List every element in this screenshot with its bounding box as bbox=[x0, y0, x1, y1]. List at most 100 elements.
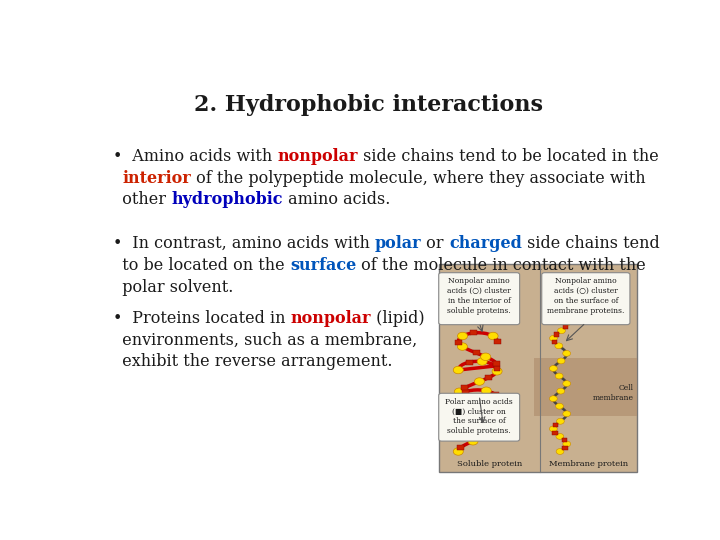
Text: Cell
membrane: Cell membrane bbox=[593, 384, 634, 402]
Circle shape bbox=[562, 320, 570, 326]
Bar bbox=[473, 350, 480, 355]
Circle shape bbox=[457, 332, 467, 340]
Bar bbox=[554, 302, 559, 306]
Text: environments, such as a membrane,: environments, such as a membrane, bbox=[112, 332, 418, 349]
Text: exhibit the reverse arrangement.: exhibit the reverse arrangement. bbox=[112, 353, 393, 370]
Text: (lipid): (lipid) bbox=[371, 310, 425, 327]
Text: Nonpolar amino
acids (○) cluster
in the interior of
soluble proteins.: Nonpolar amino acids (○) cluster in the … bbox=[447, 277, 511, 315]
Bar bbox=[474, 416, 481, 421]
Text: nonpolar: nonpolar bbox=[277, 148, 358, 165]
Bar bbox=[485, 375, 492, 380]
Bar bbox=[494, 424, 500, 430]
Text: •: • bbox=[112, 148, 122, 165]
FancyBboxPatch shape bbox=[541, 273, 630, 325]
Circle shape bbox=[488, 332, 498, 340]
Bar bbox=[493, 361, 500, 366]
Text: of the polypeptide molecule, where they associate with: of the polypeptide molecule, where they … bbox=[192, 170, 646, 187]
Circle shape bbox=[556, 449, 564, 454]
Bar bbox=[494, 339, 500, 344]
Text: •: • bbox=[112, 235, 122, 252]
Circle shape bbox=[481, 387, 491, 395]
Text: Nonpolar amino
acids (○) cluster
on the surface of
membrane proteins.: Nonpolar amino acids (○) cluster on the … bbox=[547, 277, 624, 315]
Text: Amino acids with: Amino acids with bbox=[122, 148, 277, 165]
Bar bbox=[457, 445, 464, 450]
FancyBboxPatch shape bbox=[438, 273, 520, 325]
Text: polar solvent.: polar solvent. bbox=[112, 279, 234, 295]
Circle shape bbox=[549, 305, 557, 311]
Circle shape bbox=[549, 426, 557, 432]
Bar bbox=[552, 340, 557, 344]
Text: side chains tend to be located in the: side chains tend to be located in the bbox=[358, 148, 658, 165]
Circle shape bbox=[555, 373, 563, 379]
Circle shape bbox=[468, 437, 478, 445]
Circle shape bbox=[454, 388, 464, 395]
Bar bbox=[480, 435, 486, 440]
Text: surface: surface bbox=[290, 257, 356, 274]
Bar bbox=[494, 421, 500, 426]
Bar bbox=[457, 400, 464, 405]
Bar bbox=[462, 389, 469, 394]
Bar bbox=[438, 265, 637, 472]
Bar bbox=[562, 438, 567, 442]
Bar bbox=[466, 360, 473, 365]
Circle shape bbox=[556, 403, 564, 409]
Circle shape bbox=[555, 343, 563, 349]
Circle shape bbox=[454, 393, 464, 400]
Circle shape bbox=[557, 358, 565, 364]
Circle shape bbox=[462, 402, 472, 410]
Circle shape bbox=[481, 353, 490, 361]
Circle shape bbox=[457, 343, 467, 350]
Circle shape bbox=[557, 388, 564, 394]
Bar bbox=[554, 333, 559, 336]
Circle shape bbox=[557, 418, 564, 424]
Circle shape bbox=[477, 358, 487, 365]
Text: or: or bbox=[421, 235, 449, 252]
Circle shape bbox=[563, 411, 571, 417]
Circle shape bbox=[490, 427, 500, 435]
Circle shape bbox=[557, 328, 565, 334]
Text: Membrane protein: Membrane protein bbox=[549, 460, 628, 468]
Bar bbox=[561, 318, 567, 321]
Bar bbox=[492, 393, 499, 397]
Bar bbox=[462, 386, 468, 390]
Circle shape bbox=[556, 434, 564, 440]
Bar bbox=[480, 410, 486, 415]
Text: to be located on the: to be located on the bbox=[112, 257, 290, 274]
Bar bbox=[552, 430, 558, 435]
Circle shape bbox=[485, 417, 495, 424]
Circle shape bbox=[554, 313, 562, 319]
Bar bbox=[455, 340, 462, 345]
Circle shape bbox=[549, 335, 557, 341]
Circle shape bbox=[549, 396, 557, 402]
Bar bbox=[563, 325, 569, 329]
Circle shape bbox=[563, 350, 570, 356]
Text: hydrophobic: hydrophobic bbox=[171, 191, 283, 208]
Circle shape bbox=[455, 420, 465, 427]
Circle shape bbox=[492, 368, 502, 375]
Circle shape bbox=[563, 381, 570, 387]
Circle shape bbox=[486, 413, 496, 420]
Text: amino acids.: amino acids. bbox=[283, 191, 390, 208]
Text: interior: interior bbox=[122, 170, 192, 187]
Text: •: • bbox=[112, 310, 122, 327]
Bar bbox=[470, 330, 477, 335]
Text: charged: charged bbox=[449, 235, 522, 252]
Circle shape bbox=[454, 366, 463, 374]
Text: polar: polar bbox=[374, 235, 421, 252]
Bar bbox=[552, 310, 557, 314]
Text: Soluble protein: Soluble protein bbox=[456, 460, 522, 468]
Text: of the molecule in contact with the: of the molecule in contact with the bbox=[356, 257, 646, 274]
Bar bbox=[553, 423, 558, 427]
Circle shape bbox=[563, 441, 571, 447]
Text: Polar amino acids
(■) cluster on
the surface of
soluble proteins.: Polar amino acids (■) cluster on the sur… bbox=[446, 398, 513, 435]
Text: Proteins located in: Proteins located in bbox=[122, 310, 290, 327]
Circle shape bbox=[474, 378, 485, 385]
Text: 2. Hydrophobic interactions: 2. Hydrophobic interactions bbox=[194, 94, 544, 116]
FancyBboxPatch shape bbox=[438, 393, 520, 441]
Circle shape bbox=[454, 448, 463, 455]
Bar bbox=[493, 366, 500, 370]
Text: nonpolar: nonpolar bbox=[290, 310, 371, 327]
Text: side chains tend: side chains tend bbox=[522, 235, 660, 252]
Circle shape bbox=[549, 366, 557, 372]
Text: other: other bbox=[112, 191, 171, 208]
